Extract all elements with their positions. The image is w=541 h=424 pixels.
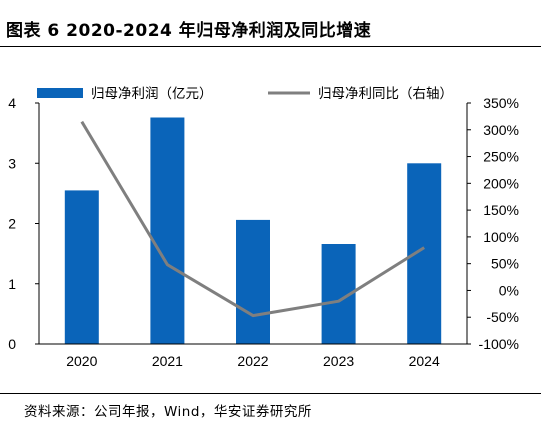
bar-2022 <box>236 219 270 344</box>
left-tick-label: 2 <box>8 216 16 232</box>
left-tick-label: 4 <box>8 95 16 111</box>
right-tick-label: 300% <box>483 122 519 138</box>
yoy-growth-line <box>80 120 425 318</box>
left-tick-label: 3 <box>8 155 16 171</box>
legend-label-bar: 归母净利润（亿元） <box>91 85 213 102</box>
left-tick-label: 1 <box>8 276 16 292</box>
combo-chart: 归母净利润（亿元） 归母净利同比（右轴） 0 1 2 3 4 -100% -50% 0% 50%… <box>8 85 519 369</box>
x-tick-label: 2024 <box>409 353 440 369</box>
x-tick-label: 2022 <box>237 353 268 369</box>
right-tick-label: 200% <box>483 175 519 191</box>
axes: 0 1 2 3 4 -100% -50% 0% 50% 100% 150% 200% 250% 300% 3… <box>8 95 519 369</box>
right-tick-label: 150% <box>483 202 519 218</box>
bar-2021 <box>150 117 185 344</box>
bar-2020 <box>64 190 99 344</box>
line-series <box>80 120 425 318</box>
right-tick-label: 250% <box>483 149 519 165</box>
title-divider <box>0 46 541 47</box>
legend-swatch-bar <box>37 88 83 98</box>
right-tick-label: -100% <box>479 336 519 352</box>
right-tick-label: 50% <box>491 256 519 272</box>
source-note: 资料来源：公司年报，Wind，华安证券研究所 <box>24 404 312 420</box>
x-tick-label: 2021 <box>152 353 183 369</box>
legend: 归母净利润（亿元） 归母净利同比（右轴） <box>37 85 453 102</box>
footer-divider <box>0 393 541 394</box>
chart-title: 图表 6 2020-2024 年归母净利润及同比增速 <box>6 21 372 41</box>
right-tick-label: 0% <box>499 282 519 298</box>
x-tick-label: 2023 <box>323 353 354 369</box>
right-tick-label: 100% <box>483 229 519 245</box>
right-tick-label: -50% <box>486 309 519 325</box>
x-tick-label: 2020 <box>66 353 97 369</box>
left-tick-label: 0 <box>8 336 16 352</box>
right-tick-label: 350% <box>483 95 519 111</box>
legend-label-line: 归母净利同比（右轴） <box>318 85 453 102</box>
bar-series <box>64 117 442 345</box>
